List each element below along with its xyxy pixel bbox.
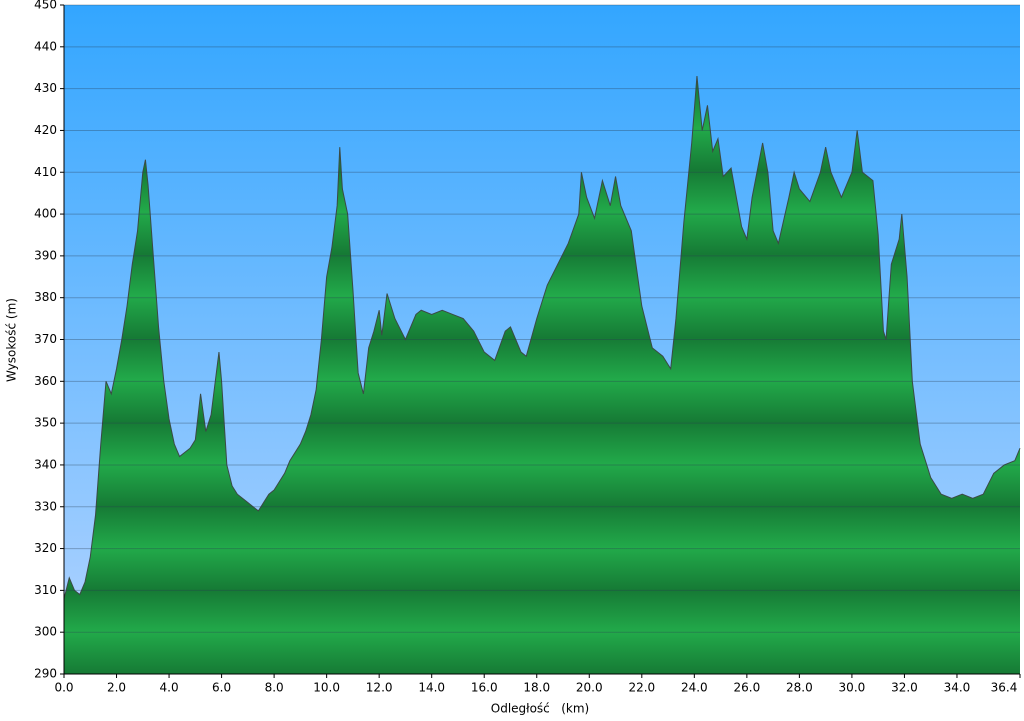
elevation-line	[63, 76, 1021, 599]
y-tick-label: 400	[34, 207, 57, 221]
y-tick-label: 420	[34, 123, 57, 137]
y-tick-label: 440	[34, 39, 57, 53]
x-tick-label: 36.4	[991, 681, 1018, 695]
x-tick-label: 16.0	[471, 681, 498, 695]
y-tick-label: 350	[34, 416, 57, 430]
x-tick-label: 28.0	[786, 681, 813, 695]
x-tick-label: 32.0	[891, 681, 918, 695]
y-tick-label: 340	[34, 457, 57, 471]
y-tick-label: 390	[34, 248, 57, 262]
x-tick-label: 20.0	[576, 681, 603, 695]
y-tick-label: 380	[34, 290, 57, 304]
x-axis-label: Odległość (km)	[491, 702, 589, 716]
x-tick-label: 34.0	[944, 681, 971, 695]
x-tick-label: 12.0	[366, 681, 393, 695]
y-tick-label: 290	[34, 667, 57, 681]
y-tick-label: 410	[34, 165, 57, 179]
y-tick-label: 450	[34, 0, 57, 12]
x-tick-label: 14.0	[418, 681, 445, 695]
y-tick-label: 370	[34, 332, 57, 346]
y-axis-label: Wysokość (m)	[5, 298, 19, 382]
elevation-area	[64, 76, 1020, 675]
y-tick-label: 360	[34, 374, 57, 388]
x-tick-label: 24.0	[681, 681, 708, 695]
y-tick-label: 430	[34, 81, 57, 95]
y-tick-label: 300	[34, 625, 57, 639]
x-tick-label: 30.0	[839, 681, 866, 695]
x-tick-label: 18.0	[523, 681, 550, 695]
x-tick-label: 2.0	[107, 681, 126, 695]
x-tick-label: 26.0	[733, 681, 760, 695]
x-tick-label: 4.0	[160, 681, 179, 695]
x-tick-label: 22.0	[628, 681, 655, 695]
x-tick-label: 8.0	[265, 681, 284, 695]
x-tick-label: 0.0	[54, 681, 73, 695]
y-tick-label: 330	[34, 499, 57, 513]
x-tick-label: 10.0	[313, 681, 340, 695]
y-tick-label: 310	[34, 583, 57, 597]
x-tick-label: 6.0	[212, 681, 231, 695]
y-tick-label: 320	[34, 541, 57, 555]
